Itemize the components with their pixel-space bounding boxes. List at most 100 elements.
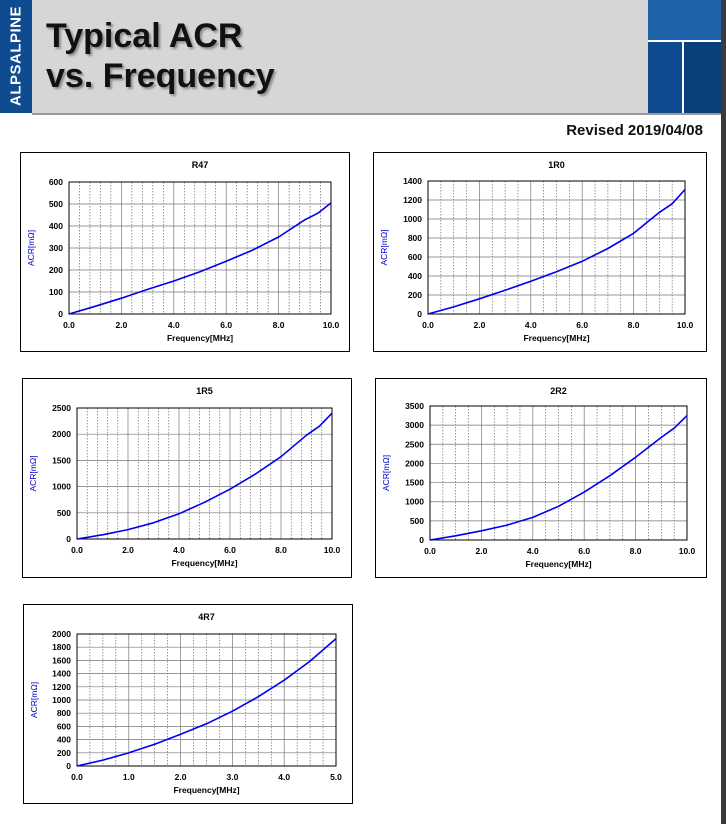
x-tick-label: 2.0 <box>122 545 134 555</box>
x-tick-label: 8.0 <box>628 320 640 330</box>
y-tick-label: 0 <box>66 534 71 544</box>
x-tick-label: 10.0 <box>679 546 696 556</box>
chart-panel-1r0: 0.0 2.0 4.0 6.0 8.0 10.0 0 200 400 600 800 1000 1200… <box>373 152 707 352</box>
y-tick-label: 600 <box>49 177 63 187</box>
y-tick-label: 1800 <box>52 642 71 652</box>
chart-title: 2R2 <box>550 386 567 396</box>
chart-panel-r47: 0.0 2.0 4.0 6.0 8.0 10.0 0 100 200 300 400 500 600 R4… <box>20 152 350 352</box>
x-tick-label: 8.0 <box>630 546 642 556</box>
chart-title: 4R7 <box>198 612 215 622</box>
y-tick-label: 1000 <box>405 497 424 507</box>
x-axis-label: Frequency[MHz] <box>173 785 239 795</box>
x-axis-label: Frequency[MHz] <box>525 559 591 569</box>
x-tick-label: 6.0 <box>576 320 588 330</box>
x-tick-label: 2.0 <box>115 320 127 330</box>
chart-title: 1R0 <box>548 160 565 170</box>
x-tick-label: 1.0 <box>123 772 135 782</box>
y-tick-label: 1500 <box>405 478 424 488</box>
y-tick-label: 200 <box>57 748 71 758</box>
y-tick-label: 1000 <box>52 482 71 492</box>
x-tick-label: 2.0 <box>175 772 187 782</box>
y-axis-label: ACR[mΩ] <box>381 455 391 491</box>
x-tick-label: 2.0 <box>475 546 487 556</box>
header-band <box>32 0 648 113</box>
y-tick-label: 1500 <box>52 455 71 465</box>
y-tick-label: 800 <box>408 233 422 243</box>
chart-svg: 0.0 1.0 2.0 3.0 4.0 5.0 0 200 400 600 800 1000 1200 1… <box>29 612 342 795</box>
y-axis-label: ACR[mΩ] <box>26 230 36 266</box>
y-tick-label: 2000 <box>52 629 71 639</box>
page-title: Typical ACR vs. Frequency <box>46 16 275 96</box>
y-tick-label: 500 <box>49 199 63 209</box>
plot-area <box>76 407 333 540</box>
y-tick-label: 800 <box>57 708 71 718</box>
y-tick-label: 300 <box>49 243 63 253</box>
y-tick-label: 2500 <box>52 403 71 413</box>
x-tick-label: 8.0 <box>275 545 287 555</box>
y-tick-label: 1000 <box>403 214 422 224</box>
y-tick-label: 0 <box>66 761 71 771</box>
y-tick-label: 0 <box>417 309 422 319</box>
plot-area <box>427 180 686 315</box>
brand-logo: ALPSALPINE <box>7 5 25 107</box>
y-tick-label: 2000 <box>52 429 71 439</box>
chart-title: R47 <box>192 160 209 170</box>
y-tick-label: 400 <box>57 735 71 745</box>
y-tick-label: 600 <box>57 721 71 731</box>
chart-svg: 0.0 2.0 4.0 6.0 8.0 10.0 0 500 1000 1500 2000 2500 3… <box>381 386 696 569</box>
x-axis-label: Frequency[MHz] <box>523 333 589 343</box>
x-tick-label: 4.0 <box>527 546 539 556</box>
plot-area <box>76 633 337 767</box>
header-rule <box>32 113 721 115</box>
y-tick-label: 1600 <box>52 655 71 665</box>
x-axis-label: Frequency[MHz] <box>167 333 233 343</box>
x-tick-label: 6.0 <box>578 546 590 556</box>
x-tick-label: 3.0 <box>226 772 238 782</box>
x-tick-label: 4.0 <box>173 545 185 555</box>
y-tick-label: 1400 <box>403 176 422 186</box>
x-tick-label: 0.0 <box>63 320 75 330</box>
y-tick-label: 2500 <box>405 439 424 449</box>
acr-curve <box>68 202 332 315</box>
x-tick-label: 10.0 <box>677 320 694 330</box>
x-axis-label: Frequency[MHz] <box>171 558 237 568</box>
brand-strip: ALPSALPINE <box>0 0 32 113</box>
x-tick-label: 4.0 <box>525 320 537 330</box>
y-tick-label: 1400 <box>52 669 71 679</box>
x-tick-label: 2.0 <box>473 320 485 330</box>
y-tick-label: 100 <box>49 287 63 297</box>
chart-svg: 0.0 2.0 4.0 6.0 8.0 10.0 0 500 1000 1500 2000 2500 1… <box>28 386 341 568</box>
page-edge <box>721 0 726 824</box>
y-tick-label: 200 <box>49 265 63 275</box>
x-tick-label: 10.0 <box>323 320 340 330</box>
x-tick-label: 6.0 <box>224 545 236 555</box>
y-tick-label: 3000 <box>405 420 424 430</box>
chart-panel-4r7: 0.0 1.0 2.0 3.0 4.0 5.0 0 200 400 600 800 1000 1200 1… <box>23 604 353 804</box>
plot-area <box>68 181 332 315</box>
title-line-2: vs. Frequency <box>46 57 275 95</box>
y-axis-label: ACR[mΩ] <box>28 455 38 491</box>
chart-panel-2r2: 0.0 2.0 4.0 6.0 8.0 10.0 0 500 1000 1500 2000 2500 3… <box>375 378 707 578</box>
y-tick-label: 3500 <box>405 401 424 411</box>
acr-curve <box>427 188 686 315</box>
y-tick-label: 1000 <box>52 695 71 705</box>
y-tick-label: 400 <box>408 271 422 281</box>
y-axis-label: ACR[mΩ] <box>29 682 39 718</box>
y-tick-label: 500 <box>410 516 424 526</box>
plot-area <box>429 405 688 541</box>
y-tick-label: 2000 <box>405 458 424 468</box>
y-tick-label: 1200 <box>52 682 71 692</box>
chart-title: 1R5 <box>196 386 213 396</box>
x-tick-label: 0.0 <box>422 320 434 330</box>
y-tick-label: 500 <box>57 508 71 518</box>
x-tick-label: 5.0 <box>330 772 342 782</box>
header-decoration <box>648 0 721 113</box>
x-tick-label: 0.0 <box>424 546 436 556</box>
x-tick-label: 10.0 <box>324 545 341 555</box>
x-tick-label: 0.0 <box>71 545 83 555</box>
x-tick-label: 4.0 <box>168 320 180 330</box>
y-tick-label: 1200 <box>403 195 422 205</box>
y-tick-label: 400 <box>49 221 63 231</box>
y-tick-label: 0 <box>419 535 424 545</box>
x-tick-label: 0.0 <box>71 772 83 782</box>
